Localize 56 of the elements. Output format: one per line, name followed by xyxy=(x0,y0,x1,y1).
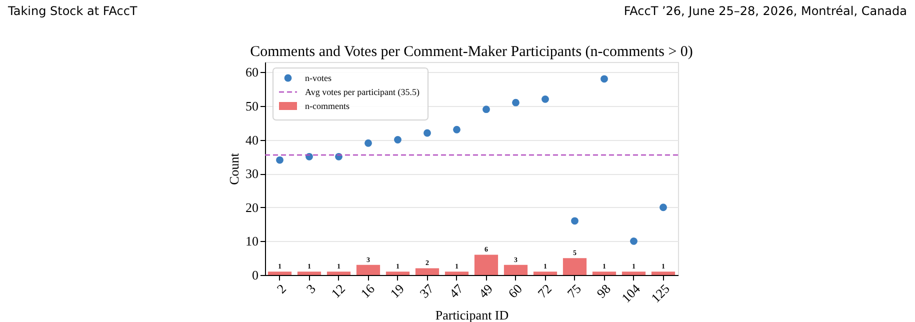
bar xyxy=(651,272,676,275)
bar xyxy=(386,272,410,275)
x-tick-label: 75 xyxy=(564,281,584,301)
bar xyxy=(562,258,587,275)
point xyxy=(276,156,284,164)
x-tick-label: 16 xyxy=(358,280,378,301)
text: FAccT ’26, June 25–28, 2026, Montréal, Canada xyxy=(624,4,907,18)
chart-title: Comments and Votes per Comment-Maker Participants (n-comments > 0) xyxy=(250,44,693,60)
bar xyxy=(356,264,380,275)
point xyxy=(571,217,578,225)
x-tick-label: 49 xyxy=(476,281,496,301)
y-tick-label: 50 xyxy=(246,98,258,114)
x-tick-label: 98 xyxy=(594,281,614,301)
point xyxy=(424,129,431,137)
point xyxy=(660,204,667,212)
bar xyxy=(444,272,469,275)
x-tick-label: 60 xyxy=(505,281,525,301)
legend-label: n-votes xyxy=(305,73,332,83)
x-tick-label: 12 xyxy=(328,281,348,301)
y-tick-label: 20 xyxy=(246,200,258,215)
y-tick-label: 10 xyxy=(246,234,258,249)
point xyxy=(364,139,372,147)
x-tick-label: 19 xyxy=(387,281,407,301)
bar xyxy=(268,272,292,275)
legend-label: Avg votes per participant (35.5) xyxy=(305,87,420,97)
y-tick-label: 60 xyxy=(246,64,258,80)
x-tick-label: 72 xyxy=(534,281,554,301)
x-axis-title: Participant ID xyxy=(435,307,509,322)
bar xyxy=(415,268,440,275)
point xyxy=(482,106,490,114)
point xyxy=(453,126,460,134)
y-tick-label: 40 xyxy=(246,132,258,148)
x-tick-label: 2 xyxy=(274,281,289,296)
bar xyxy=(326,272,351,275)
bar xyxy=(533,272,558,275)
x-tick-label: 3 xyxy=(303,281,318,296)
point xyxy=(630,237,638,245)
bar xyxy=(622,272,646,275)
x-tick-label: 37 xyxy=(416,280,437,301)
point xyxy=(394,136,402,144)
point xyxy=(306,152,313,160)
point xyxy=(542,95,549,103)
point xyxy=(512,98,520,106)
x-tick-label: 104 xyxy=(618,280,644,306)
bar xyxy=(474,254,498,275)
x-tick-label: 125 xyxy=(648,281,672,306)
y-tick-label: 0 xyxy=(252,268,258,282)
bar xyxy=(504,264,528,275)
point xyxy=(600,75,608,83)
bar xyxy=(592,272,616,275)
x-tick-label: 47 xyxy=(446,280,466,301)
y-axis-title: Count xyxy=(226,152,242,185)
text: Taking Stock at FAccT xyxy=(7,4,138,18)
y-tick-label: 30 xyxy=(246,166,258,182)
legend-label: n-comments xyxy=(305,101,350,111)
bar xyxy=(297,272,322,275)
